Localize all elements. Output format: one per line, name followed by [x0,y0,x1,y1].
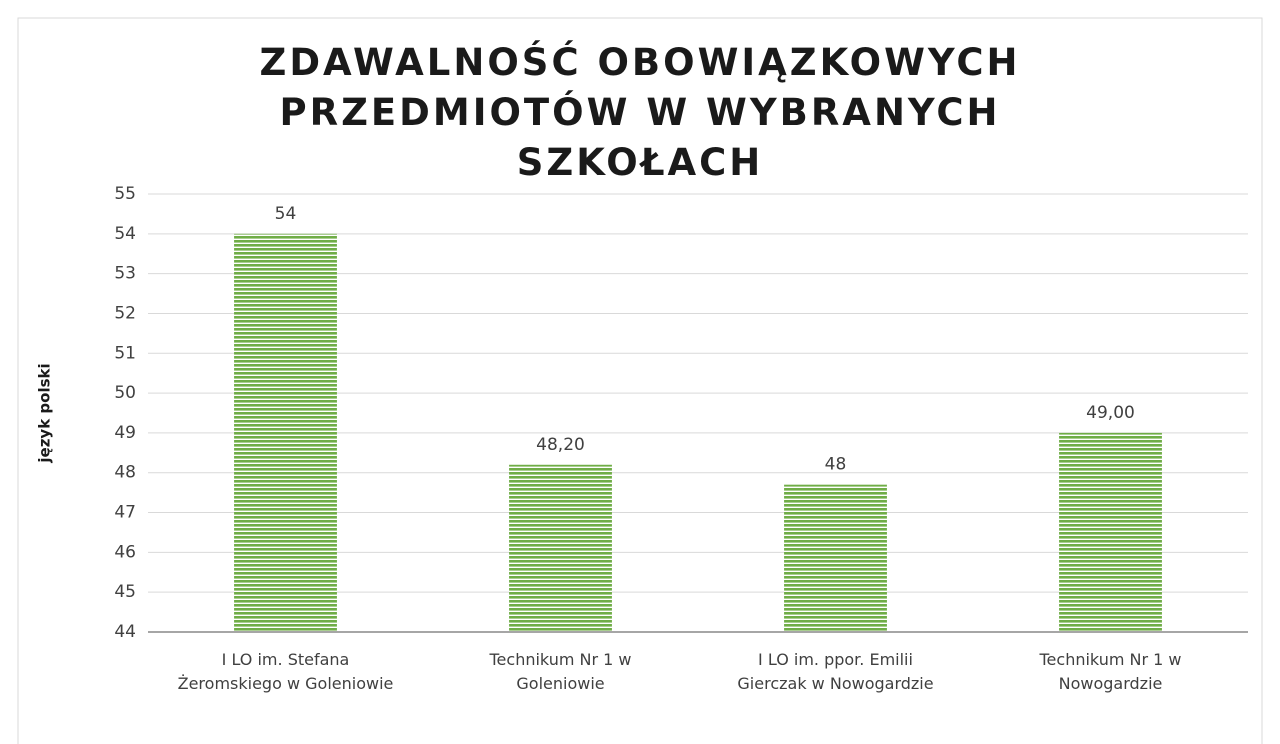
bar [784,484,887,632]
y-tick-label: 44 [114,622,136,642]
y-tick-label: 47 [114,503,136,523]
y-axis-label: język polski [36,363,54,463]
y-tick-label: 50 [114,383,136,403]
y-tick-label: 52 [114,303,136,323]
y-tick-label: 55 [114,184,136,204]
chart-title: ZDAWALNOŚĆ OBOWIĄZKOWYCH PRZEDMIOTÓW W W… [259,41,1021,184]
data-label: 54 [275,204,297,224]
data-label: 48,20 [536,435,585,455]
y-tick-label: 53 [114,264,136,284]
x-tick-label: Technikum Nr 1 w Goleniowie [489,650,632,693]
y-tick-label: 54 [114,224,136,244]
bar [234,233,337,632]
x-tick-label: Technikum Nr 1 w Nowogardzie [1039,650,1182,693]
y-tick-label: 46 [114,542,136,562]
x-tick-label: I LO im. Stefana Żeromskiego w Goleniowi… [177,650,394,693]
y-tick-label: 51 [114,343,136,363]
data-label: 48 [825,455,847,475]
y-tick-label: 48 [114,463,136,483]
bar [1059,432,1162,632]
bar [509,464,612,632]
y-tick-label: 45 [114,582,136,602]
data-label: 49,00 [1086,403,1135,423]
y-tick-label: 49 [114,423,136,443]
chart-border [17,17,1263,744]
x-tick-label: I LO im. ppor. Emilii Gierczak w Nowogar… [737,650,934,693]
